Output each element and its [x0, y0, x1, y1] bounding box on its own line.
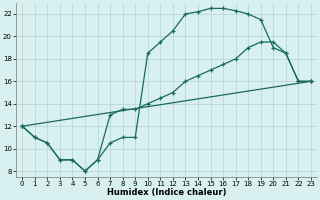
- X-axis label: Humidex (Indice chaleur): Humidex (Indice chaleur): [107, 188, 226, 197]
